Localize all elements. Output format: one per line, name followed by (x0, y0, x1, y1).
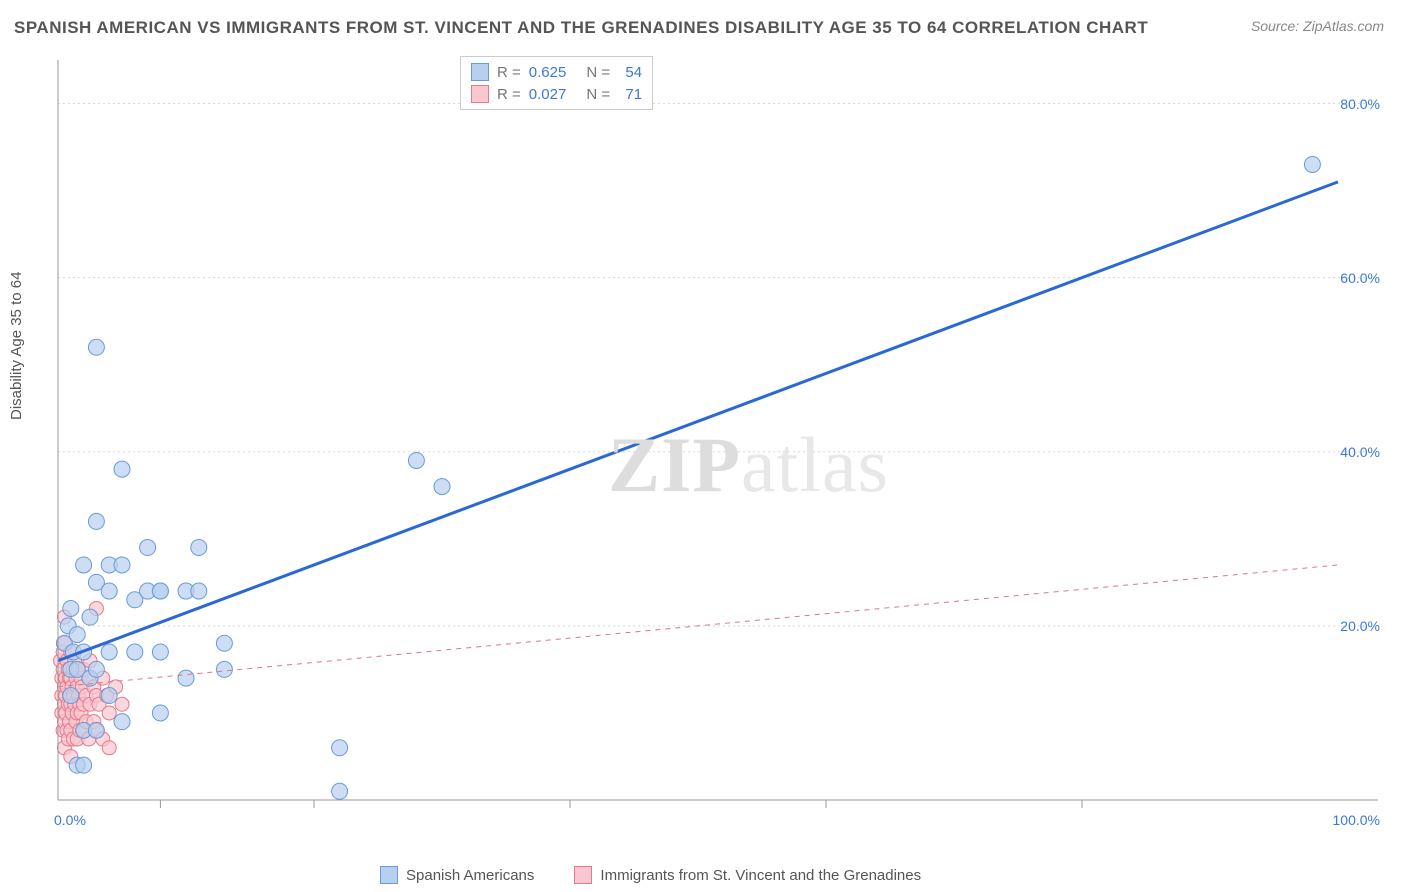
legend-swatch (471, 85, 489, 103)
n-label: N = (586, 64, 610, 81)
watermark: ZIPatlas (608, 420, 889, 510)
legend-swatch (574, 866, 592, 884)
y-tick-label: 20.0% (1340, 618, 1380, 634)
y-tick-label: 80.0% (1340, 96, 1380, 112)
series-label: Spanish Americans (406, 867, 534, 884)
chart-title: SPANISH AMERICAN VS IMMIGRANTS FROM ST. … (14, 18, 1148, 38)
legend-swatch (380, 866, 398, 884)
r-value: 0.625 (529, 64, 567, 81)
source-attribution: Source: ZipAtlas.com (1251, 18, 1384, 34)
x-tick-label: 100.0% (1333, 812, 1380, 828)
series-label: Immigrants from St. Vincent and the Gren… (600, 867, 921, 884)
series-legend: Spanish Americans Immigrants from St. Vin… (380, 866, 921, 884)
legend-swatch (471, 63, 489, 81)
n-value: 54 (618, 64, 642, 81)
legend-row: R = 0.625 N = 54 (471, 61, 642, 83)
r-label: R = (497, 86, 521, 103)
series-legend-item: Spanish Americans (380, 866, 534, 884)
n-value: 71 (618, 86, 642, 103)
n-label: N = (586, 86, 610, 103)
r-label: R = (497, 64, 521, 81)
r-value: 0.027 (529, 86, 567, 103)
chart-area: 20.0%40.0%60.0%80.0% 0.0%100.0% ZIPatlas (48, 50, 1388, 820)
x-tick-label: 0.0% (54, 812, 86, 828)
series-legend-item: Immigrants from St. Vincent and the Gren… (574, 866, 921, 884)
y-tick-label: 60.0% (1340, 270, 1380, 286)
y-tick-label: 40.0% (1340, 444, 1380, 460)
correlation-legend: R = 0.625 N = 54 R = 0.027 N = 71 (460, 56, 653, 110)
y-axis-label: Disability Age 35 to 64 (8, 272, 25, 420)
legend-row: R = 0.027 N = 71 (471, 83, 642, 105)
